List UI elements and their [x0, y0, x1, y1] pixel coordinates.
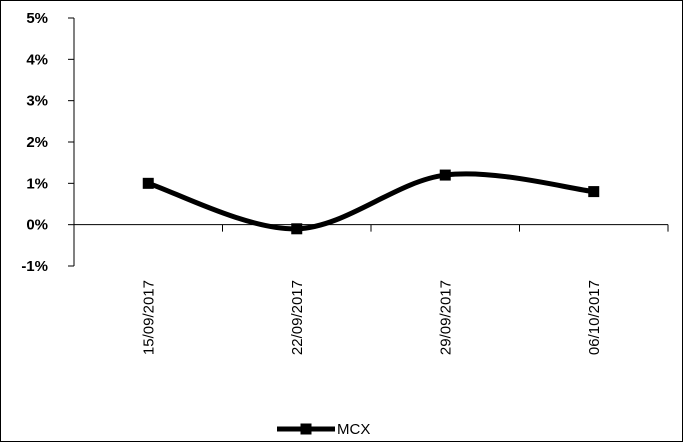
y-tick-label: -1%: [21, 258, 48, 275]
legend: MCX: [277, 421, 370, 438]
y-tick-label: 0%: [26, 217, 48, 234]
legend-marker-mcx: [300, 423, 312, 435]
y-tick-label: 1%: [26, 175, 48, 192]
data-point-marker: [439, 169, 451, 181]
legend-label-mcx: MCX: [337, 421, 370, 438]
data-point-marker: [291, 223, 303, 235]
y-tick-label: 2%: [26, 134, 48, 151]
y-tick-label: 3%: [26, 93, 48, 110]
x-tick-label: 29/09/2017: [437, 280, 454, 355]
x-axis: 15/09/2017 22/09/2017 29/09/2017 06/10/2017: [73, 224, 669, 355]
x-tick-label: 06/10/2017: [586, 280, 603, 355]
y-tick-label: 4%: [26, 51, 48, 68]
y-axis: 5% 4% 3% 2% 1% 0% -1%: [21, 10, 75, 275]
data-point-marker: [588, 186, 600, 198]
x-tick-label: 22/09/2017: [289, 280, 306, 355]
series-group: [142, 169, 600, 235]
data-point-marker: [142, 177, 154, 189]
series-line-mcx: [145, 171, 597, 232]
y-tick-label: 5%: [26, 10, 48, 27]
x-tick-label: 15/09/2017: [140, 280, 157, 355]
